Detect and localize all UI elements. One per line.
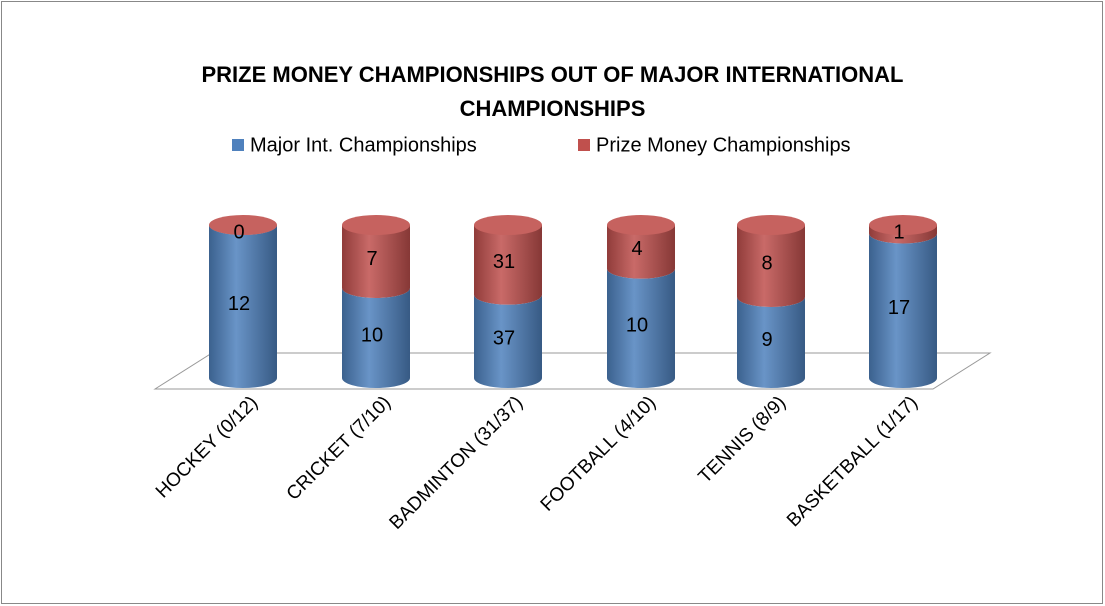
cylinder-segment bbox=[474, 294, 542, 388]
value-label: 8 bbox=[761, 252, 772, 274]
chart-title: PRIZE MONEY CHAMPIONSHIPS OUT OF MAJOR I… bbox=[201, 62, 904, 121]
legend-label: Major Int. Championships bbox=[250, 134, 477, 156]
value-label: 12 bbox=[228, 293, 250, 315]
value-label: 1 bbox=[893, 221, 904, 243]
value-label: 7 bbox=[366, 248, 377, 270]
legend-swatch bbox=[232, 139, 244, 151]
cylinder-segment bbox=[869, 233, 937, 388]
cylinder-segment bbox=[737, 225, 805, 307]
cylinder-segment bbox=[607, 225, 675, 279]
value-label: 10 bbox=[626, 315, 648, 337]
value-label: 4 bbox=[631, 238, 642, 260]
cylinder-segment bbox=[607, 268, 675, 388]
cylinder-cap bbox=[607, 215, 675, 235]
cylinder-cap bbox=[342, 215, 410, 235]
cylinder-segment bbox=[209, 225, 277, 388]
cylinder-segment bbox=[737, 297, 805, 388]
value-label: 9 bbox=[761, 329, 772, 351]
cylinder-cap bbox=[737, 215, 805, 235]
value-label: 0 bbox=[233, 221, 244, 243]
legend-swatch bbox=[578, 139, 590, 151]
value-label: 31 bbox=[493, 251, 515, 273]
cylinder-cap bbox=[869, 215, 937, 235]
cylinder-segment bbox=[474, 225, 542, 305]
cylinder-cap bbox=[209, 215, 277, 235]
value-label: 10 bbox=[361, 324, 383, 346]
legend-label: Prize Money Championships bbox=[596, 134, 851, 156]
value-label: 37 bbox=[493, 328, 515, 350]
cylinder-segment bbox=[342, 225, 410, 298]
floor bbox=[153, 352, 992, 390]
value-label: 17 bbox=[888, 297, 910, 319]
title-box: PRIZE MONEY CHAMPIONSHIPS OUT OF MAJOR I… bbox=[201, 62, 904, 121]
cylinder-cap bbox=[474, 215, 542, 235]
cylinder-segment bbox=[342, 288, 410, 388]
